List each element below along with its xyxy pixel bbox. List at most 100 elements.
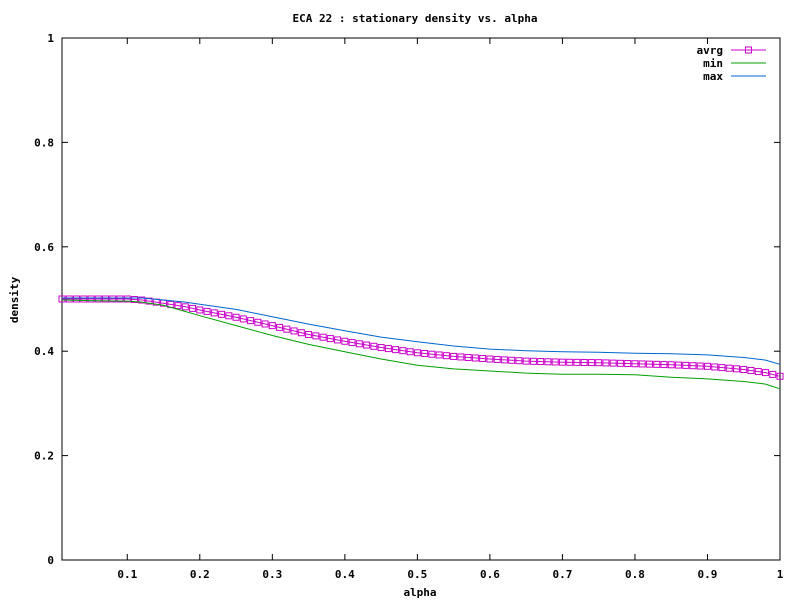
chart-title: ECA 22 : stationary density vs. alpha <box>292 12 537 25</box>
data-point-avrg <box>696 362 704 370</box>
data-point-avrg <box>732 365 740 373</box>
data-point-avrg <box>653 360 661 368</box>
data-point-avrg <box>645 360 653 368</box>
data-point-avrg <box>595 359 603 367</box>
data-point-avrg <box>341 337 349 345</box>
data-point-avrg <box>181 303 189 311</box>
x-axis-label: alpha <box>403 586 436 599</box>
data-point-avrg <box>631 360 639 368</box>
series-line-min <box>61 299 781 390</box>
data-point-avrg <box>290 327 298 335</box>
data-point-avrg <box>508 356 516 364</box>
x-tick-label: 0.7 <box>552 568 572 581</box>
series-line-max <box>62 297 781 365</box>
data-point-avrg <box>761 369 769 377</box>
data-point-avrg <box>624 360 632 368</box>
data-point-avrg <box>587 359 595 367</box>
data-point-avrg <box>544 358 552 366</box>
y-tick-label: 0.2 <box>34 450 54 463</box>
data-point-avrg <box>80 295 88 303</box>
y-tick-label: 0.8 <box>34 136 54 149</box>
data-point-avrg <box>384 345 392 353</box>
data-point-avrg <box>392 346 400 354</box>
data-point-avrg <box>370 342 378 350</box>
data-point-avrg <box>486 355 494 363</box>
data-point-avrg <box>450 352 458 360</box>
data-point-avrg <box>537 358 545 366</box>
data-point-avrg <box>138 296 146 304</box>
data-point-avrg <box>609 359 617 367</box>
x-tick-label: 0.4 <box>335 568 355 581</box>
data-point-avrg <box>348 339 356 347</box>
data-point-avrg <box>493 355 501 363</box>
data-point-avrg <box>754 368 762 376</box>
data-point-avrg <box>442 352 450 360</box>
x-tick-label: 0.3 <box>262 568 282 581</box>
legend-label-min: min <box>703 57 723 70</box>
series-line-avrg <box>62 298 781 377</box>
data-point-avrg <box>667 361 675 369</box>
legend-marker-avrg <box>745 46 752 54</box>
legend-label-max: max <box>703 70 723 83</box>
x-tick-label: 0.9 <box>698 568 718 581</box>
data-point-avrg <box>406 348 414 356</box>
data-point-avrg <box>711 363 719 371</box>
data-point-avrg <box>73 295 81 303</box>
y-axis-label: density <box>8 276 21 323</box>
data-point-avrg <box>580 358 588 366</box>
data-point-avrg <box>189 304 197 312</box>
data-point-avrg <box>218 310 226 318</box>
y-tick-label: 0.4 <box>34 345 54 358</box>
data-point-avrg <box>319 333 327 341</box>
data-point-avrg <box>602 359 610 367</box>
data-point-avrg <box>326 335 334 343</box>
x-tick-label: 1 <box>777 568 784 581</box>
data-point-avrg <box>261 320 269 328</box>
data-point-avrg <box>566 358 574 366</box>
data-point-avrg <box>276 323 284 331</box>
legend-label-avrg: avrg <box>697 44 724 57</box>
data-point-avrg <box>769 370 777 378</box>
data-point-avrg <box>616 359 624 367</box>
data-point-avrg <box>638 360 646 368</box>
data-point-avrg <box>239 315 247 323</box>
data-point-avrg <box>254 318 262 326</box>
data-point-avrg <box>305 330 313 338</box>
data-point-avrg <box>232 313 240 321</box>
data-point-avrg <box>747 367 755 375</box>
data-point-avrg <box>689 362 697 370</box>
data-point-avrg <box>551 358 559 366</box>
data-point-avrg <box>247 317 255 325</box>
data-point-avrg <box>725 364 733 372</box>
data-point-avrg <box>421 349 429 357</box>
data-point-avrg <box>312 332 320 340</box>
x-tick-label: 0.6 <box>480 568 500 581</box>
data-point-avrg <box>457 353 465 361</box>
data-point-avrg <box>776 372 784 380</box>
data-point-avrg <box>131 296 139 304</box>
data-point-avrg <box>210 309 218 317</box>
data-point-avrg <box>522 357 530 365</box>
data-point-avrg <box>363 341 371 349</box>
data-point-avrg <box>573 358 581 366</box>
x-tick-label: 0.2 <box>190 568 210 581</box>
data-point-avrg <box>355 340 363 348</box>
data-point-avrg <box>399 347 407 355</box>
data-point-avrg <box>479 355 487 363</box>
data-point-avrg <box>413 349 421 357</box>
data-point-avrg <box>515 357 523 365</box>
data-point-avrg <box>94 295 102 303</box>
data-point-avrg <box>174 302 182 310</box>
data-point-avrg <box>123 295 131 303</box>
data-point-avrg <box>500 356 508 364</box>
data-point-avrg <box>377 344 385 352</box>
data-point-avrg <box>196 306 204 314</box>
data-point-avrg <box>268 322 276 330</box>
x-tick-label: 0.5 <box>407 568 427 581</box>
y-tick-label: 0 <box>47 554 54 567</box>
data-point-avrg <box>529 357 537 365</box>
data-point-avrg <box>109 295 117 303</box>
data-point-avrg <box>471 354 479 362</box>
